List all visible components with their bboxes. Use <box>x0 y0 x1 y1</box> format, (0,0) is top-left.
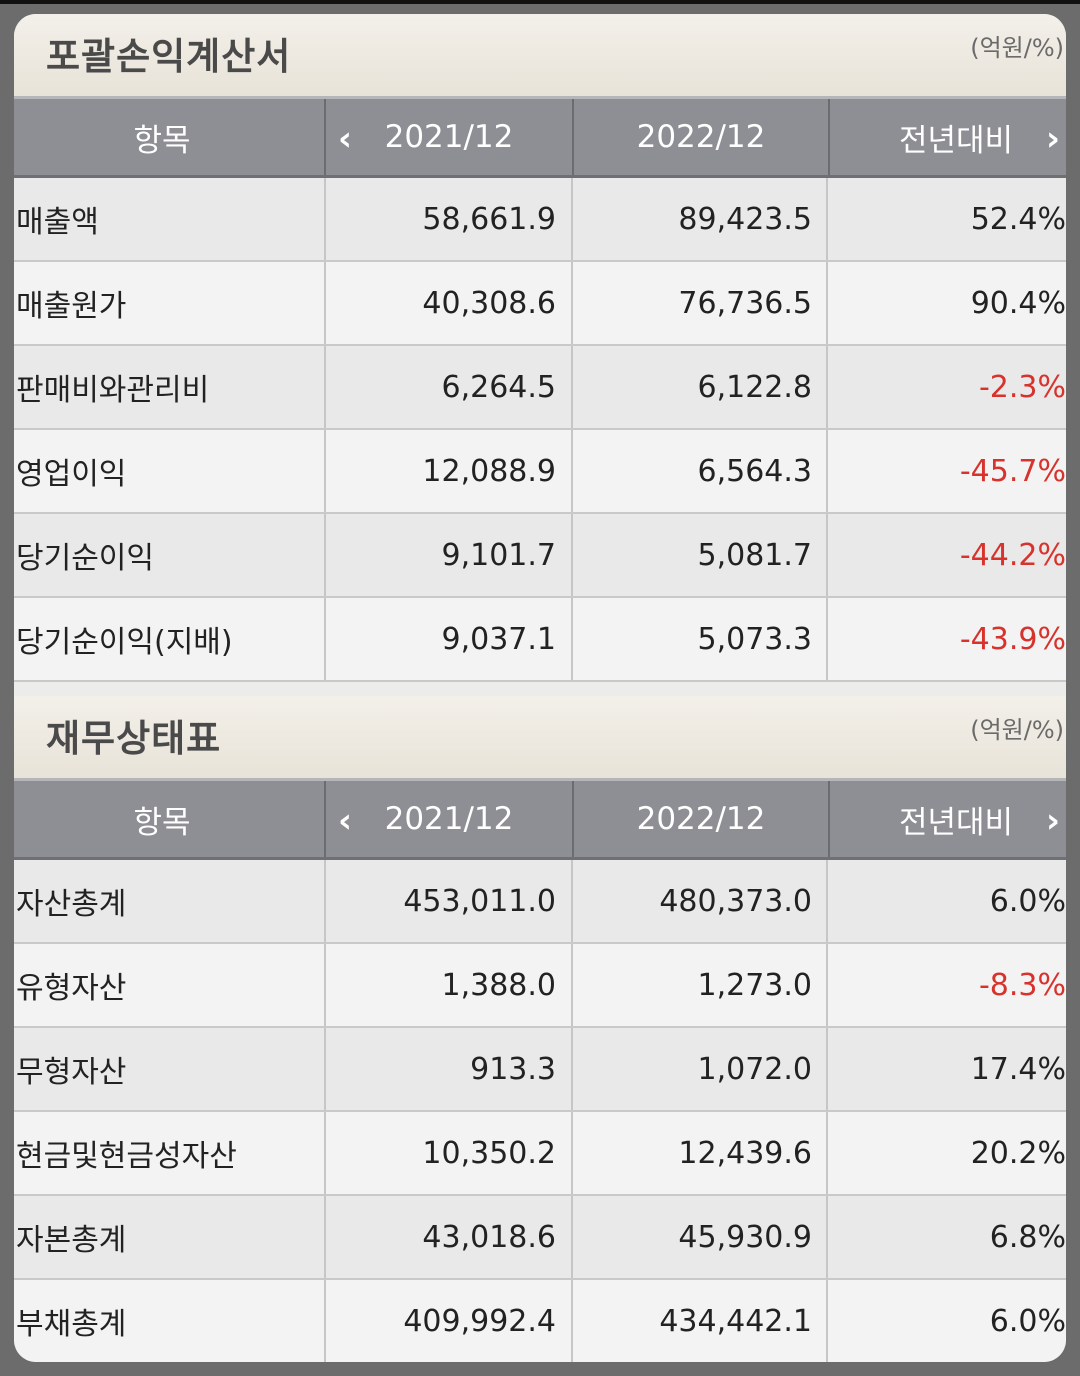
balance-table-header: 항목 ‹ 2021/12 2022/12 전년대비 › <box>14 778 1066 860</box>
value-2021: 409,992.4 <box>403 1303 556 1339</box>
value-2021: 6,264.5 <box>441 369 556 405</box>
table-row[interactable]: 무형자산 913.3 1,072.0 17.4% <box>14 1028 1066 1112</box>
yoy-change: -2.3% <box>978 369 1066 405</box>
yoy-change: 17.4% <box>970 1051 1066 1087</box>
value-2021: 43,018.6 <box>422 1219 556 1255</box>
value-2021: 40,308.6 <box>422 285 556 321</box>
value-2022: 76,736.5 <box>678 285 812 321</box>
value-2021: 12,088.9 <box>422 453 556 489</box>
row-label: 무형자산 <box>16 1055 127 1090</box>
balance-header-item: 항목 <box>133 804 191 841</box>
chevron-left-icon[interactable]: ‹ <box>338 119 353 159</box>
balance-sheet-title: 재무상태표 <box>46 717 222 760</box>
table-row[interactable]: 매출원가 40,308.6 76,736.5 90.4% <box>14 262 1066 346</box>
row-label: 당기순이익(지배) <box>16 625 233 660</box>
table-row[interactable]: 자산총계 453,011.0 480,373.0 6.0% <box>14 860 1066 944</box>
yoy-change: 6.0% <box>989 1303 1066 1339</box>
value-2021: 9,037.1 <box>441 621 556 657</box>
value-2022: 45,930.9 <box>678 1219 812 1255</box>
income-header-col3: 전년대비 <box>898 122 1014 159</box>
yoy-change: -44.2% <box>959 537 1066 573</box>
value-2021: 58,661.9 <box>422 201 556 237</box>
table-row[interactable]: 자본총계 43,018.6 45,930.9 6.8% <box>14 1196 1066 1280</box>
row-label: 현금및현금성자산 <box>16 1139 237 1174</box>
row-label: 당기순이익 <box>16 541 154 576</box>
table-row[interactable]: 매출액 58,661.9 89,423.5 52.4% <box>14 178 1066 262</box>
value-2022: 12,439.6 <box>678 1135 812 1171</box>
table-row[interactable]: 당기순이익 9,101.7 5,081.7 -44.2% <box>14 514 1066 598</box>
income-statement-header: 포괄손익계산서 (억원/%) <box>14 14 1066 96</box>
balance-header-col1: 2021/12 <box>384 801 514 837</box>
yoy-change: 6.0% <box>989 883 1066 919</box>
row-label: 영업이익 <box>16 457 127 492</box>
row-label: 매출액 <box>16 205 99 240</box>
yoy-change: -8.3% <box>978 967 1066 1003</box>
financial-card: 포괄손익계산서 (억원/%) 항목 ‹ 2021/12 2022/12 전년대비… <box>14 14 1066 1362</box>
income-header-item: 항목 <box>133 122 191 159</box>
yoy-change: -43.9% <box>959 621 1066 657</box>
yoy-change: 20.2% <box>970 1135 1066 1171</box>
balance-header-col3: 전년대비 <box>898 804 1014 841</box>
value-2022: 5,073.3 <box>697 621 812 657</box>
yoy-change: 52.4% <box>970 201 1066 237</box>
value-2021: 10,350.2 <box>422 1135 556 1171</box>
row-label: 자본총계 <box>16 1223 127 1258</box>
value-2022: 480,373.0 <box>659 883 812 919</box>
chevron-right-icon[interactable]: › <box>1046 119 1061 159</box>
balance-header-col2: 2022/12 <box>636 801 766 837</box>
row-label: 부채총계 <box>16 1307 127 1342</box>
balance-sheet-header: 재무상태표 (억원/%) <box>14 696 1066 778</box>
table-row[interactable]: 부채총계 409,992.4 434,442.1 6.0% <box>14 1280 1066 1362</box>
value-2022: 1,273.0 <box>697 967 812 1003</box>
top-edge <box>0 0 1080 4</box>
row-label: 매출원가 <box>16 289 127 324</box>
value-2022: 89,423.5 <box>678 201 812 237</box>
balance-unit-label: (억원/%) <box>970 716 1064 744</box>
chevron-right-icon[interactable]: › <box>1046 801 1061 841</box>
row-label: 판매비와관리비 <box>16 373 210 408</box>
yoy-change: 90.4% <box>970 285 1066 321</box>
table-row[interactable]: 판매비와관리비 6,264.5 6,122.8 -2.3% <box>14 346 1066 430</box>
value-2022: 5,081.7 <box>697 537 812 573</box>
yoy-change: 6.8% <box>989 1219 1066 1255</box>
value-2022: 6,122.8 <box>697 369 812 405</box>
income-header-col2: 2022/12 <box>636 119 766 155</box>
value-2021: 9,101.7 <box>441 537 556 573</box>
value-2022: 6,564.3 <box>697 453 812 489</box>
income-statement-title: 포괄손익계산서 <box>46 35 292 78</box>
row-label: 유형자산 <box>16 971 127 1006</box>
table-row[interactable]: 당기순이익(지배) 9,037.1 5,073.3 -43.9% <box>14 598 1066 682</box>
table-row[interactable]: 영업이익 12,088.9 6,564.3 -45.7% <box>14 430 1066 514</box>
income-table-header: 항목 ‹ 2021/12 2022/12 전년대비 › <box>14 96 1066 178</box>
value-2021: 913.3 <box>470 1051 556 1087</box>
table-row[interactable]: 유형자산 1,388.0 1,273.0 -8.3% <box>14 944 1066 1028</box>
value-2021: 1,388.0 <box>441 967 556 1003</box>
income-header-col1: 2021/12 <box>384 119 514 155</box>
yoy-change: -45.7% <box>959 453 1066 489</box>
chevron-left-icon[interactable]: ‹ <box>338 801 353 841</box>
row-label: 자산총계 <box>16 887 127 922</box>
value-2021: 453,011.0 <box>403 883 556 919</box>
table-row[interactable]: 현금및현금성자산 10,350.2 12,439.6 20.2% <box>14 1112 1066 1196</box>
value-2022: 434,442.1 <box>659 1303 812 1339</box>
income-unit-label: (억원/%) <box>970 34 1064 62</box>
value-2022: 1,072.0 <box>697 1051 812 1087</box>
